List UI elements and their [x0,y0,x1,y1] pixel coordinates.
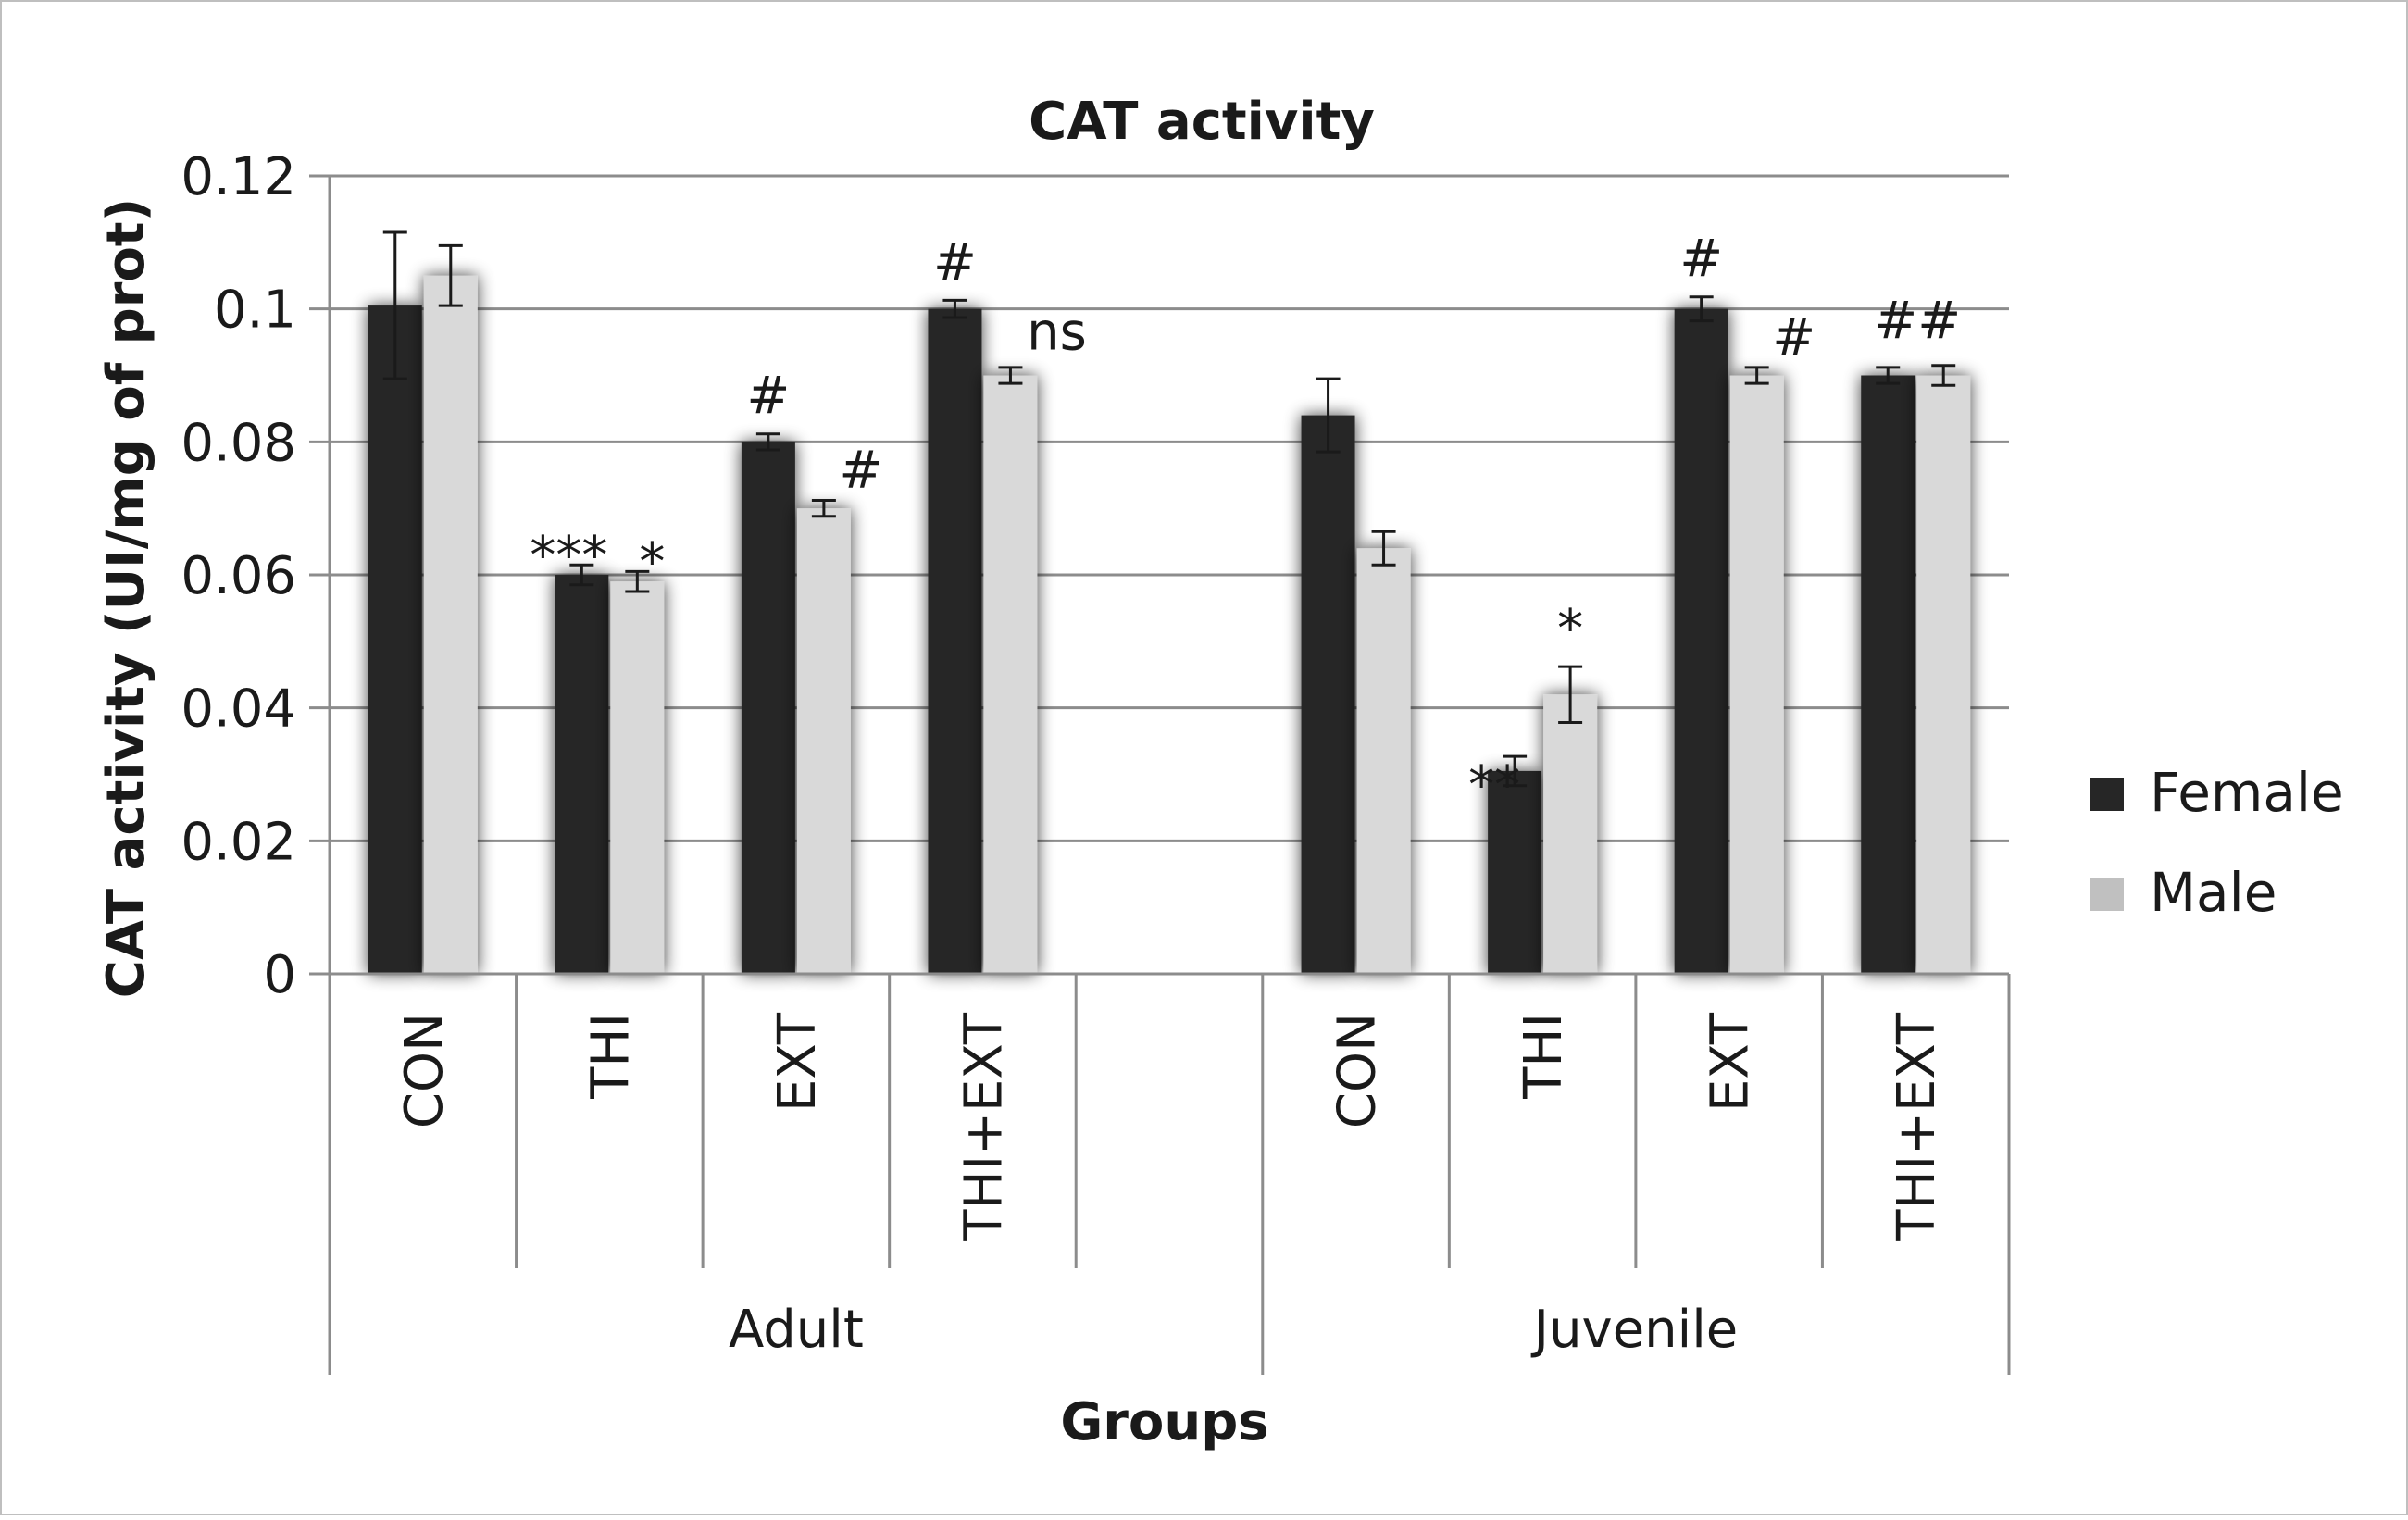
y-tick-label: 0.02 [181,812,296,872]
bar-female [928,308,982,975]
y-tick-labels: 0 0.02 0.04 0.06 0.08 0.1 0.12 [181,147,296,1005]
x-tick-label: CON [394,1013,455,1128]
y-tick-label: 0.1 [214,280,296,341]
legend: Female Male [2090,761,2344,924]
significance-label: ns [1027,303,1087,363]
group-label: Adult [729,1300,864,1360]
y-tick-label: 0 [263,945,296,1005]
x-tick-label: THI+EXT [1887,1012,1947,1242]
bar-male [1916,375,1971,974]
bar-female [1488,770,1542,974]
bar-male [423,275,478,974]
significance-label: ** [1468,755,1520,816]
x-axis-title: Groups [1060,1392,1268,1452]
bar-male [796,508,851,974]
group-label: Juvenile [1531,1300,1739,1360]
bar-male [1729,375,1784,974]
x-tick-label: THI+EXT [954,1012,1014,1242]
significance-label: ## [1874,292,1961,352]
legend-swatch-male [2090,878,2124,911]
significance-label: * [639,532,665,592]
chart-title: CAT activity [1029,92,1375,152]
gridlines [309,174,2009,976]
x-axis: CON THI EXT THI+EXT CON THI EXT THI+EXT Adult Juv… [328,972,2011,1375]
bar-male [983,375,1038,974]
y-tick-label: 0.06 [181,546,296,606]
significance-label: *** [530,526,607,586]
x-tick-label: THI [1514,1013,1574,1100]
y-tick-label: 0.08 [181,413,296,473]
legend-swatch-female [2090,778,2124,811]
bar-female [555,575,609,974]
y-tick-label: 0.04 [181,679,296,740]
bar-male [1356,548,1411,974]
bars: *** *###ns***## ## [368,230,1971,975]
bar-female [1301,415,1355,975]
significance-label: # [1772,308,1815,368]
x-tick-label: CON [1328,1013,1388,1128]
x-tick-label: EXT [1701,1012,1761,1112]
y-axis-title: CAT activity (UI/mg of prot) [96,198,156,998]
legend-label-female: Female [2150,761,2344,824]
bar-female [741,442,795,974]
bar-male [1543,694,1598,974]
significance-label: # [1679,230,1723,290]
significance-label: # [933,232,977,293]
bar-female [1674,308,1728,975]
x-tick-label: EXT [767,1012,828,1112]
bar-female [368,305,422,974]
y-tick-label: 0.12 [181,147,296,207]
bar-male [610,581,665,974]
legend-label-male: Male [2150,861,2277,924]
significance-label: * [1557,599,1583,659]
significance-label: # [839,441,882,501]
significance-label: # [746,367,790,427]
x-tick-label: THI [580,1013,641,1100]
bar-female [1861,375,1915,974]
